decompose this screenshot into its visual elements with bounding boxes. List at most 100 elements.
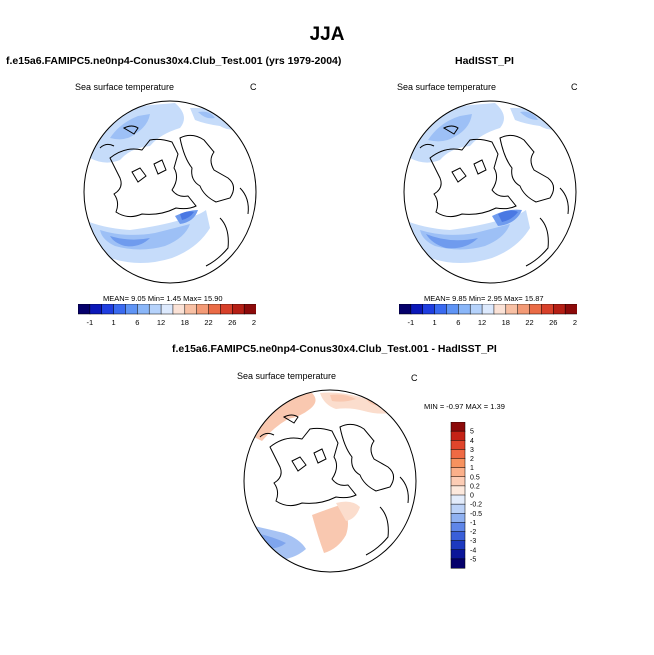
colorbar-swatch: [450, 449, 466, 460]
colorbar-tick-label: 5: [470, 429, 474, 436]
sst-dark-region: [498, 210, 518, 222]
colorbar-tick-label: 1: [433, 318, 437, 327]
colorbar-tick-label: 6: [135, 318, 139, 327]
model-case-title: f.e15a6.FAMIPC5.ne0np4-Conus30x4.Club_Te…: [6, 55, 342, 67]
colorbar-swatch: [125, 304, 138, 315]
model-units-label: C: [250, 82, 257, 92]
colorbar-swatch: [184, 304, 198, 315]
colorbar-swatch: [450, 467, 466, 478]
colorbar-tick-label: 0: [470, 493, 474, 500]
colorbar-swatch: [196, 304, 210, 315]
colorbar-tick-label: -1: [87, 318, 94, 327]
colorbar-tick-label: -1: [470, 520, 476, 527]
obs-min-value: 2.95: [487, 294, 503, 303]
model-min-label: Min=: [147, 294, 165, 303]
colorbar-swatch: [148, 304, 162, 315]
obs-units-label: C: [571, 82, 578, 92]
colorbar-tick-label: 12: [157, 318, 165, 327]
colorbar-swatch: [232, 304, 245, 315]
obs-mean-label: MEAN=: [424, 294, 451, 303]
coastline: [442, 125, 459, 135]
colorbar-tick-label: 4: [470, 438, 474, 445]
model-polar-map: [83, 100, 257, 284]
colorbar-tick-label: 1: [112, 318, 116, 327]
colorbar-swatch: [450, 485, 466, 496]
model-colorbar: -1 1 6 12 18 22 26 29: [78, 304, 256, 327]
d-warm-region: [324, 535, 336, 545]
coastline: [365, 506, 389, 556]
colorbar-swatch: [450, 522, 466, 533]
colorbar-tick-label: 26: [228, 318, 236, 327]
coastline: [259, 432, 275, 438]
colorbar-swatch: [208, 304, 221, 315]
diff-variable-label: Sea surface temperature: [237, 371, 337, 381]
coastline: [313, 448, 327, 464]
colorbar-tick-label: -1: [408, 318, 415, 327]
sst-deep-region: [110, 236, 150, 247]
colorbar-swatch: [137, 304, 150, 315]
obs-stats: MEAN= 9.85 Min= 2.95 Max= 15.87: [424, 294, 544, 303]
coastline: [525, 217, 549, 267]
obs-mean-value: 9.85: [452, 294, 467, 303]
d-warm-region: [330, 394, 356, 402]
colorbar-swatch: [450, 549, 466, 560]
colorbar-swatch: [399, 304, 412, 315]
coastline: [399, 476, 409, 504]
colorbar-swatch: [450, 440, 466, 450]
sst-dark-region: [180, 211, 194, 220]
colorbar-tick-label: 12: [478, 318, 486, 327]
colorbar-swatch: [493, 304, 507, 315]
coastline: [282, 414, 299, 424]
colorbar-swatch: [160, 304, 174, 315]
coastline: [239, 187, 249, 215]
coastline: [122, 125, 139, 135]
colorbar-swatch: [564, 304, 577, 315]
colorbar-tick-label: 29: [252, 318, 256, 327]
model-variable-label: Sea surface temperature: [75, 82, 175, 92]
colorbar-tick-label: -4: [470, 547, 476, 554]
coastline: [499, 134, 554, 203]
obs-case-title: HadISST_PI: [455, 55, 514, 67]
colorbar-tick-label: -2: [470, 529, 476, 536]
colorbar-swatch: [220, 304, 233, 315]
diff-case-title: f.e15a6.FAMIPC5.ne0np4-Conus30x4.Club_Te…: [172, 343, 497, 355]
coastline: [473, 159, 487, 175]
colorbar-tick-label: 29: [573, 318, 577, 327]
colorbar-tick-label: 22: [204, 318, 212, 327]
coastline: [131, 167, 147, 183]
colorbar-tick-label: 18: [502, 318, 510, 327]
obs-min-label: Min=: [468, 294, 486, 303]
d-warm-light-region: [336, 501, 360, 521]
colorbar-swatch: [469, 304, 483, 315]
figure-title: JJA: [309, 24, 345, 45]
colorbar-swatch: [450, 458, 466, 469]
model-mean-value: 9.05: [131, 294, 146, 303]
colorbar-tick-label: 22: [525, 318, 533, 327]
sst-mid-region: [110, 114, 150, 140]
model-mean-label: MEAN=: [103, 294, 130, 303]
colorbar-swatch: [541, 304, 554, 315]
colorbar-swatch: [529, 304, 542, 315]
model-min-value: 1.45: [166, 294, 182, 303]
model-stats: MEAN= 9.05 Min= 1.45 Max= 15.90: [103, 294, 223, 303]
coastline: [205, 217, 229, 267]
model-max-value: 15.90: [203, 294, 223, 303]
coastline: [451, 167, 467, 183]
colorbar-swatch: [450, 503, 466, 514]
sst-mid-region: [520, 111, 538, 120]
sst-mid-region: [428, 114, 472, 142]
colorbar-swatch: [450, 476, 466, 487]
colorbar-tick-label: 0.5: [470, 474, 480, 481]
colorbar-swatch: [78, 304, 91, 315]
colorbar-swatch: [89, 304, 103, 315]
model-max-label: Max=: [183, 294, 202, 303]
colorbar-tick-label: 3: [470, 447, 474, 454]
colorbar-swatch: [553, 304, 566, 315]
colorbar-swatch: [517, 304, 531, 315]
colorbar-swatch: [113, 304, 127, 315]
obs-max-value: 15.87: [524, 294, 544, 303]
colorbar-tick-label: -5: [470, 556, 476, 563]
coastline: [153, 159, 167, 175]
colorbar-tick-label: 18: [181, 318, 189, 327]
coastline: [179, 134, 234, 203]
